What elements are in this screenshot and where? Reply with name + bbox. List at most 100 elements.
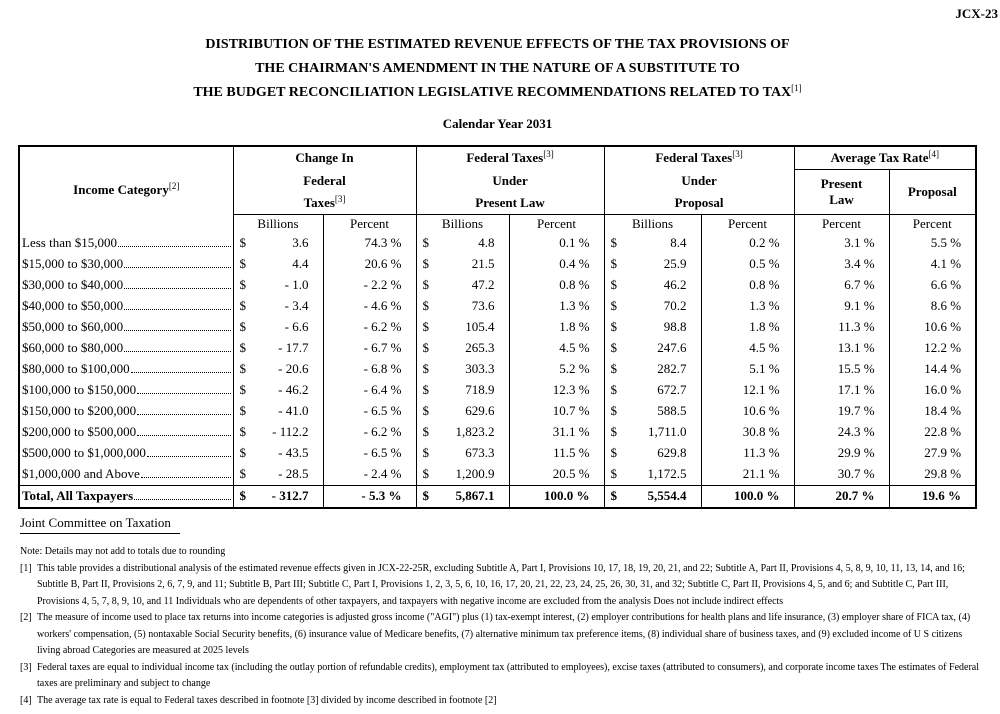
table-row: $500,000 to $1,000,000 $ - 43.5- 6.5 % $673…	[19, 442, 977, 464]
category-label: $150,000 to $200,000	[22, 403, 137, 418]
category-cell: $1,000,000 and Above	[20, 466, 233, 482]
percent-value: 11.5 %	[508, 442, 605, 464]
footnote: [3] Federal taxes are equal to individual…	[20, 660, 980, 693]
percent-value: 1.8 %	[700, 316, 795, 338]
billions-value: 8.4	[670, 235, 687, 250]
percent-value: 5.2 %	[508, 358, 605, 380]
percent-value: - 6.2 %	[322, 316, 417, 338]
percent-value: - 6.4 %	[322, 379, 417, 401]
currency-symbol: $	[603, 442, 632, 464]
category-cell: $15,000 to $30,000	[20, 256, 233, 272]
billions-value: 1,200.9	[455, 466, 495, 481]
income-category: $15,000 to $30,000	[19, 254, 233, 275]
category-label: $100,000 to $150,000	[22, 382, 137, 397]
billions-value: - 112.2	[272, 424, 309, 439]
percent-value: 1.8 %	[508, 316, 605, 338]
percent-value: 6.7 %	[793, 274, 890, 296]
billions-value: 4.8	[478, 235, 495, 250]
percent-value: 8.6 %	[888, 295, 977, 317]
billions-value: 5,867.1	[441, 484, 510, 508]
group-header: Federal Taxes[3]	[603, 146, 795, 170]
income-category: $40,000 to $50,000	[19, 296, 233, 317]
group-header: Under	[603, 169, 795, 192]
percent-value: 100.0 %	[700, 484, 795, 508]
percent-value: - 4.6 %	[322, 295, 417, 317]
table-row: $40,000 to $50,000 $ - 3.4- 4.6 % $73.6 1.3 …	[19, 295, 977, 317]
subheader: Billions	[603, 213, 702, 233]
billions-value: - 17.7	[278, 340, 309, 355]
billions-value: 73.6	[471, 298, 495, 313]
header-text: Taxes	[303, 194, 335, 210]
income-category: $200,000 to $500,000	[19, 422, 233, 443]
currency-symbol: $	[415, 484, 442, 508]
subheader: Billions	[232, 213, 323, 233]
currency-symbol: $	[603, 400, 632, 422]
dot-leader	[124, 309, 231, 310]
percent-value: - 6.7 %	[322, 337, 417, 359]
title: DISTRIBUTION OF THE ESTIMATED REVENUE EF…	[0, 33, 995, 105]
percent-value: 3.4 %	[793, 253, 890, 275]
percent-value: 29.8 %	[888, 463, 977, 485]
percent-value: 20.6 %	[322, 253, 417, 275]
percent-value: - 5.3 %	[322, 484, 417, 508]
billions-value: 1,823.2	[455, 424, 495, 439]
footnote-marker: [1]	[20, 562, 32, 574]
percent-value: 0.5 %	[700, 253, 795, 275]
percent-value: 11.3 %	[700, 442, 795, 464]
percent-value: 4.1 %	[888, 253, 977, 275]
currency-symbol: $	[415, 463, 442, 485]
currency-symbol: $	[232, 274, 259, 296]
dot-leader	[124, 330, 231, 331]
billions-value: 4.4	[292, 256, 309, 271]
income-category: $50,000 to $60,000	[19, 317, 233, 338]
dot-leader	[130, 372, 231, 373]
percent-value: 4.5 %	[700, 337, 795, 359]
currency-symbol: $	[232, 463, 259, 485]
table-body: Less than $15,000 $3.6 74.3 % $4.8 0.1 % $8.4…	[19, 232, 977, 508]
category-label: $80,000 to $100,000	[22, 361, 130, 376]
footnote: [2] The measure of income used to place t…	[20, 610, 980, 660]
dot-leader	[124, 288, 231, 289]
source: Joint Committee on Taxation	[20, 515, 180, 534]
currency-symbol: $	[232, 421, 259, 443]
percent-value: 18.4 %	[888, 400, 977, 422]
currency-symbol: $	[415, 379, 442, 401]
currency-symbol: $	[603, 379, 632, 401]
subheader: Percent	[508, 213, 605, 233]
percent-value: 29.9 %	[793, 442, 890, 464]
billions-value: 21.5	[471, 256, 495, 271]
percent-value: 20.5 %	[508, 463, 605, 485]
percent-value: 31.1 %	[508, 421, 605, 443]
billions-value: - 1.0	[284, 277, 309, 292]
percent-value: - 6.5 %	[322, 442, 417, 464]
footnote-text: This table provides a distributional ana…	[37, 562, 965, 607]
billions-value: - 6.6	[284, 319, 309, 334]
currency-symbol: $	[415, 232, 442, 254]
percent-value: 15.5 %	[793, 358, 890, 380]
subtitle: Calendar Year 2031	[442, 116, 553, 131]
footnote-text: The average tax rate is equal to Federal…	[37, 694, 497, 706]
header-text: Federal Taxes	[466, 150, 544, 166]
currency-symbol: $	[415, 316, 442, 338]
currency-symbol: $	[415, 358, 442, 380]
percent-value: 10.6 %	[888, 316, 977, 338]
category-cell: $60,000 to $80,000	[20, 340, 233, 356]
billions-value: 1,172.5	[647, 466, 687, 481]
category-label: $200,000 to $500,000	[22, 424, 137, 439]
category-cell: $500,000 to $1,000,000	[20, 445, 233, 461]
footnote-ref: [3]	[543, 149, 554, 160]
currency-symbol: $	[415, 253, 442, 275]
table-row: $1,000,000 and Above $ - 28.5- 2.4 % $1,200…	[19, 463, 977, 485]
header-text: Average Tax Rate	[830, 150, 929, 165]
subheader: Percent	[700, 213, 795, 233]
table-row: $30,000 to $40,000 $ - 1.0- 2.2 % $47.2 0.8 …	[19, 274, 977, 296]
percent-value: 12.2 %	[888, 337, 977, 359]
category-label: Less than $15,000	[22, 235, 117, 250]
percent-value: 20.7 %	[793, 484, 890, 508]
currency-symbol: $	[603, 295, 632, 317]
billions-value: 25.9	[663, 256, 687, 271]
percent-value: 0.8 %	[508, 274, 605, 296]
footnote-ref: [2]	[168, 180, 180, 191]
percent-value: 13.1 %	[793, 337, 890, 359]
